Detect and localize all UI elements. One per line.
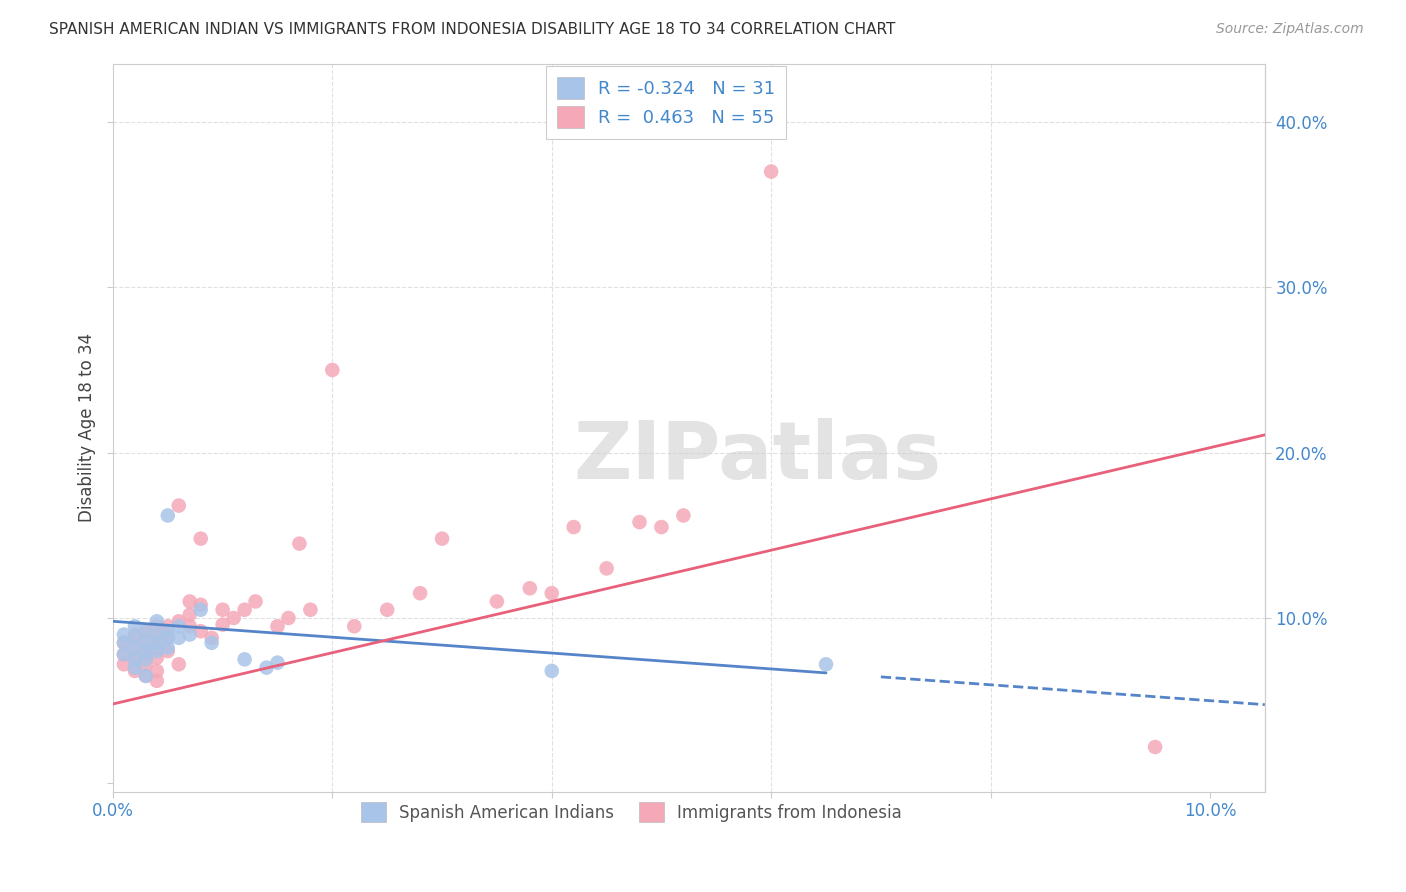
Point <box>650 520 672 534</box>
Point <box>277 611 299 625</box>
Point <box>146 631 169 645</box>
Point <box>179 607 201 622</box>
Point <box>167 615 190 629</box>
Point <box>146 615 169 629</box>
Point <box>167 631 190 645</box>
Point <box>1144 739 1167 754</box>
Point <box>124 627 146 641</box>
Point <box>135 669 157 683</box>
Point <box>112 657 135 672</box>
Point <box>211 617 233 632</box>
Point <box>167 619 190 633</box>
Point <box>167 657 190 672</box>
Point <box>112 636 135 650</box>
Point <box>124 619 146 633</box>
Point <box>179 619 201 633</box>
Point <box>156 640 179 655</box>
Point <box>156 644 179 658</box>
Point <box>759 164 782 178</box>
Point <box>124 631 146 645</box>
Point <box>233 603 256 617</box>
Point <box>540 664 562 678</box>
Point <box>211 603 233 617</box>
Point <box>519 581 541 595</box>
Point <box>135 648 157 662</box>
Point <box>485 594 508 608</box>
Point <box>156 631 179 645</box>
Point <box>321 363 343 377</box>
Point <box>135 657 157 672</box>
Point <box>245 594 267 608</box>
Y-axis label: Disability Age 18 to 34: Disability Age 18 to 34 <box>79 334 96 523</box>
Point <box>266 656 288 670</box>
Point <box>343 619 366 633</box>
Point <box>135 624 157 639</box>
Point <box>672 508 695 523</box>
Point <box>814 657 837 672</box>
Legend: Spanish American Indians, Immigrants from Indonesia: Spanish American Indians, Immigrants fro… <box>353 794 910 830</box>
Text: ZIPatlas: ZIPatlas <box>574 418 942 496</box>
Point <box>201 636 224 650</box>
Text: SPANISH AMERICAN INDIAN VS IMMIGRANTS FROM INDONESIA DISABILITY AGE 18 TO 34 COR: SPANISH AMERICAN INDIAN VS IMMIGRANTS FR… <box>49 22 896 37</box>
Point <box>135 624 157 639</box>
Point <box>135 669 157 683</box>
Point <box>135 636 157 650</box>
Point <box>628 515 651 529</box>
Point <box>156 619 179 633</box>
Point <box>430 532 453 546</box>
Point <box>167 499 190 513</box>
Point <box>135 644 157 658</box>
Point <box>124 640 146 655</box>
Point <box>256 660 278 674</box>
Point <box>179 627 201 641</box>
Point <box>124 640 146 655</box>
Point <box>146 644 169 658</box>
Point <box>190 624 212 639</box>
Point <box>190 603 212 617</box>
Point <box>124 652 146 666</box>
Point <box>409 586 432 600</box>
Point <box>266 619 288 633</box>
Point <box>135 634 157 648</box>
Point <box>146 636 169 650</box>
Point <box>201 631 224 645</box>
Point <box>595 561 617 575</box>
Point <box>146 650 169 665</box>
Point <box>562 520 585 534</box>
Point <box>375 603 398 617</box>
Point <box>156 624 179 639</box>
Point <box>179 594 201 608</box>
Point <box>146 619 169 633</box>
Point <box>190 532 212 546</box>
Point <box>124 660 146 674</box>
Point <box>135 652 157 666</box>
Point <box>190 598 212 612</box>
Point <box>146 640 169 655</box>
Point <box>222 611 245 625</box>
Point <box>146 627 169 641</box>
Point <box>112 627 135 641</box>
Point <box>540 586 562 600</box>
Point <box>156 631 179 645</box>
Point <box>124 664 146 678</box>
Text: Source: ZipAtlas.com: Source: ZipAtlas.com <box>1216 22 1364 37</box>
Point <box>299 603 322 617</box>
Point <box>124 652 146 666</box>
Point <box>112 636 135 650</box>
Point <box>112 648 135 662</box>
Point <box>156 508 179 523</box>
Point <box>112 648 135 662</box>
Point <box>146 664 169 678</box>
Point <box>146 673 169 688</box>
Point <box>288 536 311 550</box>
Point <box>233 652 256 666</box>
